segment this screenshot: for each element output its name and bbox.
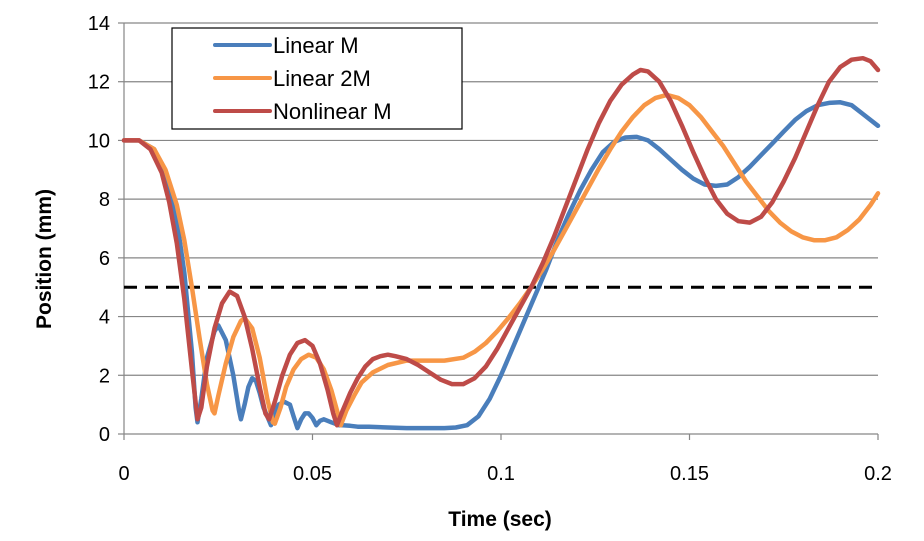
y-tick-label-6: 12 <box>88 72 110 94</box>
y-axis-label: Position (mm) <box>33 189 56 329</box>
series-layer <box>121 55 881 431</box>
y-tick-label-1: 2 <box>99 365 110 387</box>
y-tick-label-3: 6 <box>99 248 110 270</box>
x-tick-label-4: 0.2 <box>864 463 892 485</box>
axes <box>118 22 879 440</box>
y-tick-label-7: 14 <box>88 13 110 35</box>
legend-label-linear-m: Linear M <box>273 33 359 58</box>
series-line-linear-2m <box>121 92 881 428</box>
x-tick-label-2: 0.1 <box>487 463 515 485</box>
y-tick-label-4: 8 <box>99 189 110 211</box>
x-tick-label-1: 0.05 <box>293 463 332 485</box>
legend-label-linear-2m: Linear 2M <box>273 66 371 91</box>
tick-labels: 0 2 4 6 8 10 12 14 0 0.05 0.1 0.15 0.2 <box>88 13 892 485</box>
y-tick-label-2: 4 <box>99 307 110 329</box>
legend-label-nonlinear-m: Nonlinear M <box>273 99 392 124</box>
y-tick-label-0: 0 <box>99 424 110 446</box>
y-tick-label-5: 10 <box>88 130 110 152</box>
legend: Linear M Linear 2M Nonlinear M <box>171 27 463 130</box>
x-tick-label-0: 0 <box>118 463 129 485</box>
series-line-nonlinear-m <box>121 55 881 428</box>
x-tick-label-3: 0.15 <box>670 463 709 485</box>
x-axis-label: Time (sec) <box>448 508 552 531</box>
gridlines <box>124 22 878 376</box>
